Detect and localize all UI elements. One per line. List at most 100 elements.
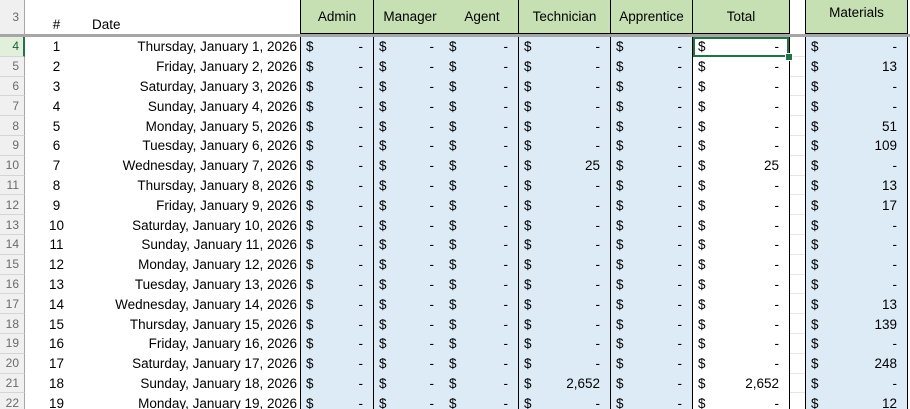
gap-cell[interactable] [790,353,805,374]
cell-agent-row15[interactable]: $ - [444,254,518,275]
row-header-7[interactable]: 7 [0,96,25,117]
cell-admin-row4[interactable]: $ - [300,37,373,57]
cell-manager-row20[interactable]: $ - [373,353,444,374]
cell-technician-row20[interactable]: $ - [518,353,610,374]
row-header-11[interactable]: 11 [0,175,25,196]
gap-cell[interactable] [790,37,805,57]
cell-agent-row18[interactable]: $ - [444,314,518,334]
cell-materials-row7[interactable]: $ - [805,96,908,117]
cell-technician-row17[interactable]: $ - [518,294,610,315]
col-header-manager-agent[interactable]: Manager Agent [373,0,518,34]
cell-agent-row8[interactable]: $ - [444,116,518,136]
cell-technician-row18[interactable]: $ - [518,314,610,334]
gap-cell[interactable] [790,155,805,176]
cell-total-row19[interactable]: $ - [692,333,790,354]
cell-date-row11[interactable]: Thursday, January 8, 2026 [88,175,300,196]
cell-apprentice-row11[interactable]: $ - [610,175,692,196]
row-header-9[interactable]: 9 [0,135,25,156]
cell-total-row6[interactable]: $ - [692,76,790,97]
cell-total-row4[interactable]: $ - [692,37,793,61]
cell-num[interactable]: 17 [25,353,88,374]
cell-num[interactable]: 6 [25,135,88,156]
cell-technician-row5[interactable]: $ - [518,56,610,77]
cell-date-row22[interactable]: Monday, January 19, 2026 [88,393,300,409]
cell-agent-row16[interactable]: $ - [444,274,518,295]
cell-date-row8[interactable]: Monday, January 5, 2026 [88,116,300,136]
gap-cell[interactable] [790,333,805,354]
row-header-13[interactable]: 13 [0,215,25,235]
cell-admin-row12[interactable]: $ - [300,195,373,216]
cell-apprentice-row20[interactable]: $ - [610,353,692,374]
row-header-3[interactable]: 3 [0,0,25,34]
cell-manager-row10[interactable]: $ - [373,155,444,176]
cell-date-row19[interactable]: Friday, January 16, 2026 [88,333,300,354]
row-header-10[interactable]: 10 [0,155,25,176]
cell-date-row9[interactable]: Tuesday, January 6, 2026 [88,135,300,156]
cell-manager-row21[interactable]: $ - [373,373,444,394]
cell-total-row22[interactable]: $ - [692,393,790,409]
cell-total-row11[interactable]: $ - [692,175,790,196]
cell-apprentice-row16[interactable]: $ - [610,274,692,295]
row-header-8[interactable]: 8 [0,116,25,136]
cell-materials-row11[interactable]: $13 [805,175,908,196]
cell-manager-row13[interactable]: $ - [373,215,444,235]
cell-materials-row17[interactable]: $13 [805,294,908,315]
cell-manager-row15[interactable]: $ - [373,254,444,275]
cell-technician-row10[interactable]: $25 [518,155,610,176]
gap-cell[interactable] [790,215,805,235]
cell-apprentice-row17[interactable]: $ - [610,294,692,315]
row-header-4[interactable]: 4 [0,37,25,57]
cell-num[interactable]: 3 [25,76,88,97]
row-header-16[interactable]: 16 [0,274,25,295]
gap-column-header[interactable] [790,0,805,34]
cell-admin-row11[interactable]: $ - [300,175,373,196]
gap-cell[interactable] [790,76,805,97]
cell-admin-row20[interactable]: $ - [300,353,373,374]
cell-num[interactable]: 18 [25,373,88,394]
cell-date-row20[interactable]: Saturday, January 17, 2026 [88,353,300,374]
cell-total-row17[interactable]: $ - [692,294,790,315]
row-header-15[interactable]: 15 [0,254,25,275]
cell-materials-row19[interactable]: $ - [805,333,908,354]
cell-apprentice-row14[interactable]: $ - [610,234,692,255]
cell-total-row7[interactable]: $ - [692,96,790,117]
cell-admin-row21[interactable]: $ - [300,373,373,394]
cell-apprentice-row5[interactable]: $ - [610,56,692,77]
cell-admin-row17[interactable]: $ - [300,294,373,315]
cell-agent-row22[interactable]: $ - [444,393,518,409]
cell-num[interactable]: 2 [25,56,88,77]
cell-manager-row12[interactable]: $ - [373,195,444,216]
row-header-22[interactable]: 22 [0,393,25,409]
gap-cell[interactable] [790,56,805,77]
cell-admin-row19[interactable]: $ - [300,333,373,354]
gap-cell[interactable] [790,254,805,275]
cell-manager-row14[interactable]: $ - [373,234,444,255]
cell-technician-row8[interactable]: $ - [518,116,610,136]
cell-manager-row19[interactable]: $ - [373,333,444,354]
gap-cell[interactable] [790,116,805,136]
cell-materials-row6[interactable]: $ - [805,76,908,97]
cell-num[interactable]: 5 [25,116,88,136]
cell-materials-row15[interactable]: $ - [805,254,908,275]
cell-admin-row22[interactable]: $ - [300,393,373,409]
cell-materials-row4[interactable]: $ - [805,37,908,57]
cell-technician-row12[interactable]: $ - [518,195,610,216]
cell-apprentice-row8[interactable]: $ - [610,116,692,136]
cell-manager-row6[interactable]: $ - [373,76,444,97]
cell-apprentice-row19[interactable]: $ - [610,333,692,354]
cell-num[interactable]: 15 [25,314,88,334]
cell-agent-row12[interactable]: $ - [444,195,518,216]
cell-num[interactable]: 10 [25,215,88,235]
cell-apprentice-row7[interactable]: $ - [610,96,692,117]
cell-manager-row18[interactable]: $ - [373,314,444,334]
row-header-19[interactable]: 19 [0,333,25,354]
cell-materials-row18[interactable]: $139 [805,314,908,334]
cell-total-row20[interactable]: $ - [692,353,790,374]
cell-apprentice-row9[interactable]: $ - [610,135,692,156]
cell-technician-row16[interactable]: $ - [518,274,610,295]
cell-date-row13[interactable]: Saturday, January 10, 2026 [88,215,300,235]
cell-date-row6[interactable]: Saturday, January 3, 2026 [88,76,300,97]
cell-manager-row8[interactable]: $ - [373,116,444,136]
cell-apprentice-row22[interactable]: $ - [610,393,692,409]
gap-cell[interactable] [790,274,805,295]
